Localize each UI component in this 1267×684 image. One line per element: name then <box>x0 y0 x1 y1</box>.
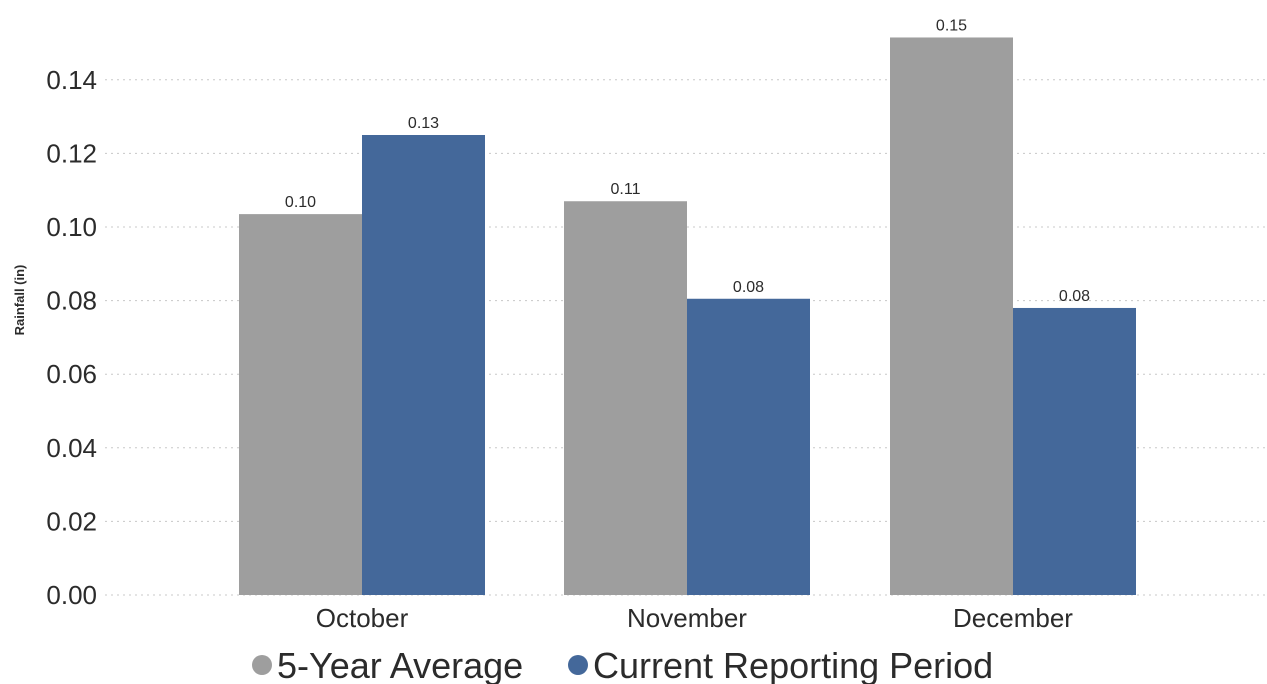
bars <box>239 37 1136 596</box>
y-tick-label: 0.00 <box>46 580 97 610</box>
legend-label: Current Reporting Period <box>593 645 993 684</box>
legend-item-five-year-average: 5-Year Average <box>252 645 523 684</box>
legend-label: 5-Year Average <box>277 645 523 684</box>
bar-value-label: 0.08 <box>1059 288 1090 305</box>
y-tick-label: 0.14 <box>46 65 97 95</box>
y-axis-title: Rainfall (in) <box>12 265 27 336</box>
legend: 5-Year Average Current Reporting Period <box>252 645 993 684</box>
x-tick-label: October <box>316 603 409 633</box>
bar-value-label: 0.13 <box>408 115 439 132</box>
legend-marker <box>252 655 272 675</box>
y-tick-label: 0.08 <box>46 286 97 316</box>
y-tick-label: 0.12 <box>46 138 97 168</box>
bar-current-reporting-period-november <box>687 298 810 595</box>
bar-value-label: 0.10 <box>285 194 316 211</box>
x-tick-label: November <box>627 603 747 633</box>
x-tick-label: December <box>953 603 1073 633</box>
bar-current-reporting-period-october <box>362 135 485 595</box>
bar-five-year-average-november <box>564 201 687 596</box>
y-tick-label: 0.10 <box>46 212 97 242</box>
bar-value-label: 0.08 <box>733 279 764 296</box>
x-axis-ticks: October November December <box>316 603 1074 633</box>
y-tick-label: 0.06 <box>46 359 97 389</box>
y-tick-label: 0.04 <box>46 433 97 463</box>
bar-five-year-average-october <box>239 214 362 595</box>
data-labels: 0.10 0.13 0.11 0.08 0.15 0.08 <box>285 17 1090 304</box>
legend-marker <box>568 655 588 675</box>
bar-current-reporting-period-december <box>1013 307 1136 595</box>
y-axis-ticks: 0.00 0.02 0.04 0.06 0.08 0.10 0.12 0.14 <box>46 65 97 610</box>
y-tick-label: 0.02 <box>46 506 97 536</box>
bar-five-year-average-december <box>890 37 1013 596</box>
bar-value-label: 0.11 <box>611 181 641 198</box>
legend-item-current-reporting-period: Current Reporting Period <box>568 645 993 684</box>
bar-value-label: 0.15 <box>936 17 967 34</box>
